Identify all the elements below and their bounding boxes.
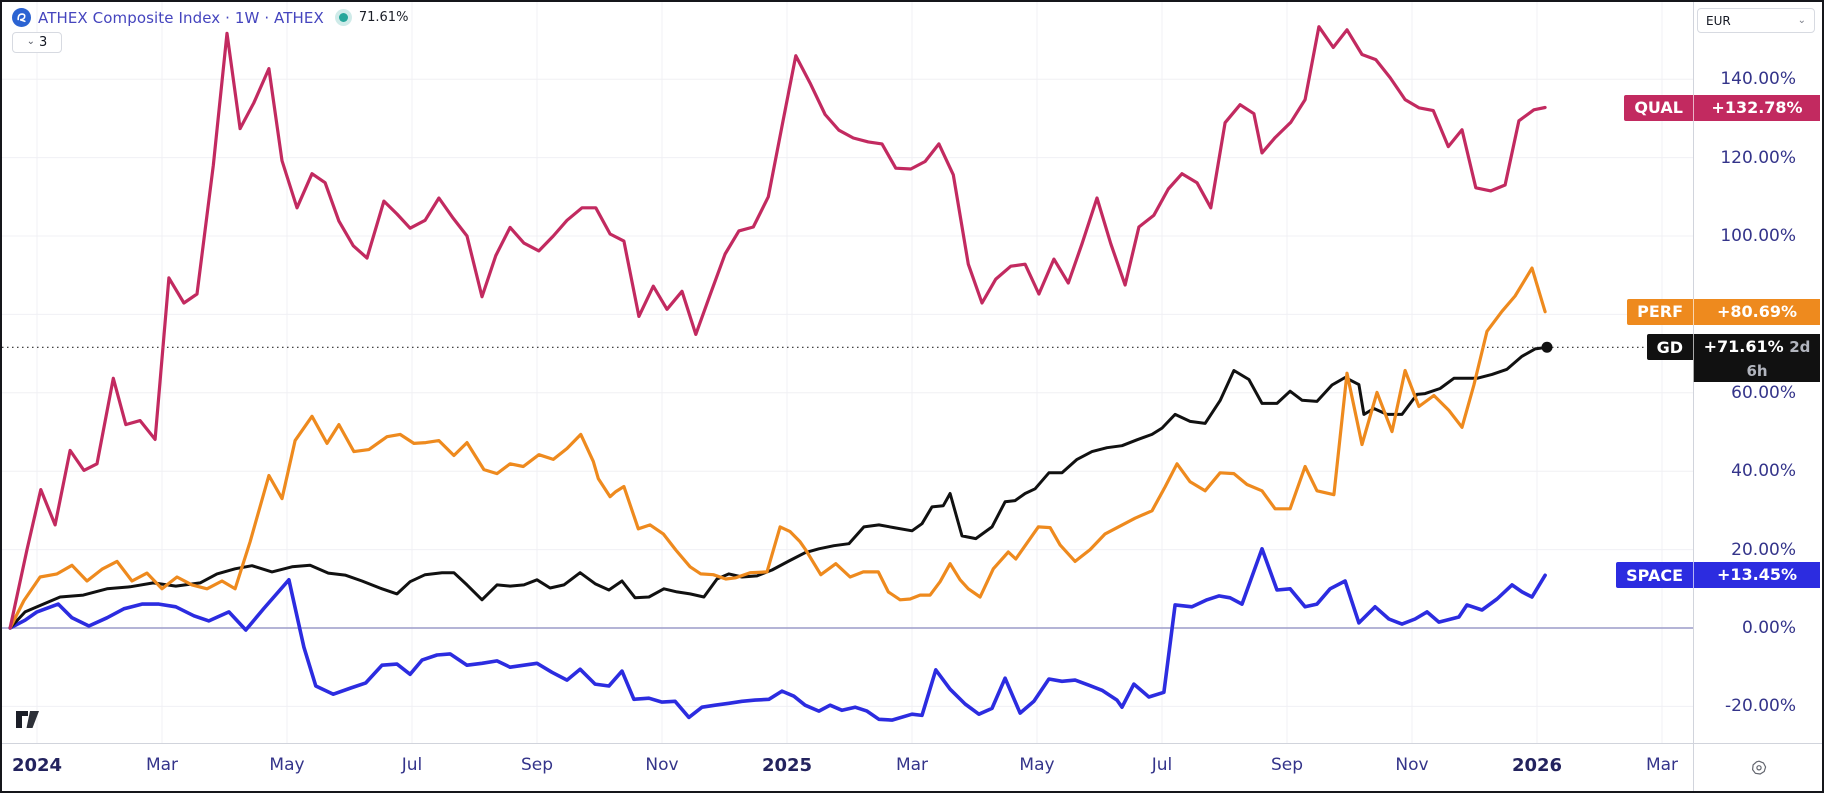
time-tick-label: Sep [1270,755,1304,775]
indicators-collapse-button[interactable]: ⌄ 3 [12,32,62,53]
price-tick-label: -20.00% [1725,696,1796,717]
symbol-title[interactable]: ATHEX Composite Index · 1W · ATHEX [38,8,324,27]
time-tick-label: Nov [645,755,679,775]
price-tick-label: 40.00% [1731,461,1796,482]
symbol-legend[interactable]: ATHEX Composite Index · 1W · ATHEX 71.61… [12,8,408,27]
scales-settings-corner[interactable] [1693,743,1822,791]
price-tick-label: 0.00% [1741,618,1796,638]
time-tick-label: Mar [895,755,929,775]
price-tick-label: 100.00% [1720,226,1796,246]
series-value-space: +13.45% [1716,565,1798,585]
time-tick-label: 2025 [761,755,813,776]
series-tag-space[interactable]: SPACE [1616,562,1693,589]
time-tick-label: May [1019,755,1055,775]
currency-selector[interactable]: EUR ⌄ [1697,8,1815,33]
bar-close-countdown: 2d 6h [1746,338,1811,381]
time-tick-label: May [269,755,305,775]
series-badge-space[interactable]: SPACE +13.45% [1616,562,1820,589]
series-value-gd: +71.61% [1703,337,1784,357]
time-tick-label: Sep [520,755,554,775]
price-tick-label: 140.00% [1720,69,1796,90]
indicator-count: 3 [39,35,48,50]
market-status-dot-icon [338,13,348,22]
time-tick-label: Jul [1151,755,1173,775]
series-tag-gd[interactable]: GD [1646,334,1693,361]
tradingview-logo-icon[interactable] [15,710,41,729]
symbol-logo-icon [12,8,31,27]
chevron-down-icon: ⌄ [26,35,36,47]
price-tick-label: 60.00% [1731,382,1796,403]
price-chart-canvas[interactable] [2,2,1822,743]
series-line-qual[interactable] [8,25,1547,630]
gear-icon[interactable] [1750,759,1768,777]
series-value-perf: +80.69% [1716,301,1798,321]
series-tag-perf[interactable]: PERF [1627,298,1693,325]
series-line-space[interactable] [8,546,1547,722]
time-tick-label: Jul [401,755,423,775]
series-badge-perf[interactable]: PERF +80.69% [1627,298,1820,325]
time-axis[interactable]: 2024 Mar May Jul Sep Nov 2025 Mar May Jul Sep Nov 20… [2,743,1822,791]
time-tick-label: Mar [145,755,179,775]
currency-selected-value: EUR [1706,13,1731,28]
series-tag-qual[interactable]: QUAL [1624,94,1693,121]
series-line-gd[interactable] [8,345,1549,630]
time-tick-label: 2024 [11,755,63,776]
series-value-qual: +132.78% [1711,97,1803,117]
last-value-marker-dot [1541,341,1553,353]
price-tick-label: 20.00% [1731,539,1796,560]
series-line-perf[interactable] [8,266,1547,630]
chevron-down-icon: ⌄ [1797,15,1806,26]
symbol-change-percent: 71.61% [358,10,409,25]
series-badge-gd[interactable]: GD +71.61% 2d 6h [1646,334,1820,383]
series-badge-qual[interactable]: QUAL +132.78% [1624,94,1820,121]
time-tick-label: Mar [1645,755,1679,775]
time-tick-label: 2026 [1511,755,1563,776]
price-tick-label: 120.00% [1720,147,1796,168]
time-tick-label: Nov [1395,755,1429,775]
